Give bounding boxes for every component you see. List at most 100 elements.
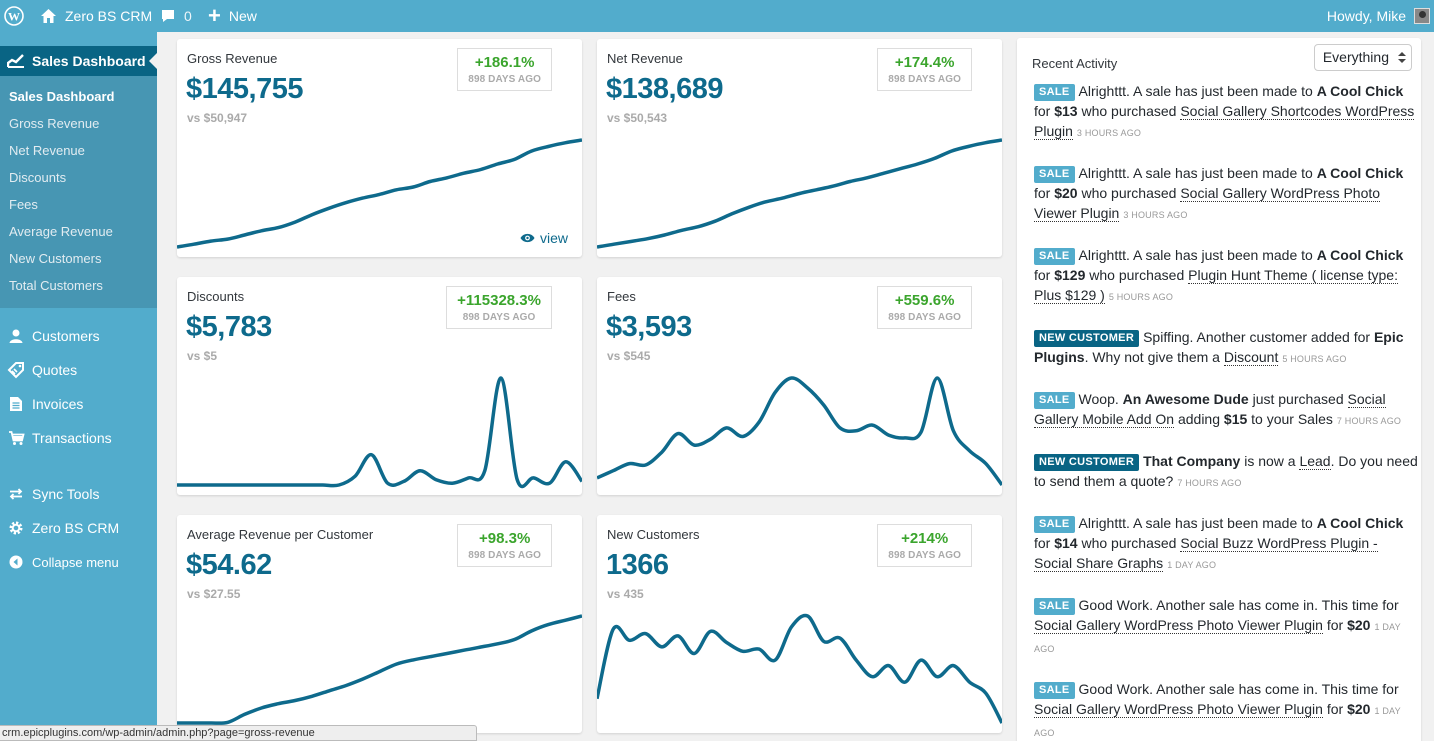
activity-text: is now a	[1240, 453, 1300, 469]
change-badge: +98.3% 898 DAYS AGO	[457, 524, 552, 567]
activity-text: . Do you need to send them a quote?	[1034, 453, 1418, 489]
activity-item: SALE Alrighttt. A sale has just been made…	[1034, 81, 1418, 143]
menu-invoices-label: Invoices	[32, 396, 84, 412]
howdy-text: Howdy, Mike	[1326, 8, 1406, 24]
activity-text: to your Sales	[1247, 411, 1333, 427]
activity-link[interactable]: Social Gallery WordPress Photo Viewer Pl…	[1034, 701, 1323, 718]
menu-quotes-label: Quotes	[32, 362, 78, 378]
activity-link[interactable]: Social Gallery Shortcodes WordPress Plug…	[1034, 103, 1415, 140]
change-badge: +214% 898 DAYS AGO	[877, 524, 972, 567]
menu-zero-bs-crm[interactable]: Zero BS CRM	[0, 511, 157, 545]
menu-invoices[interactable]: Invoices	[0, 387, 157, 421]
activity-link[interactable]: Lead	[1299, 453, 1331, 470]
submenu-gross-revenue[interactable]: Gross Revenue	[9, 116, 100, 131]
submenu-average-revenue[interactable]: Average Revenue	[9, 224, 113, 239]
activity-link[interactable]: Social Gallery WordPress Photo Viewer Pl…	[1034, 185, 1381, 222]
activity-text: who purchased	[1077, 185, 1181, 201]
account-menu[interactable]: Howdy, Mike	[1327, 0, 1430, 32]
submenu-new-customers[interactable]: New Customers	[9, 251, 102, 266]
card-value: $138,689	[606, 73, 723, 105]
sale-badge: SALE	[1034, 166, 1075, 183]
activity-link[interactable]: Social Gallery Mobile Add On	[1034, 391, 1386, 428]
view-link[interactable]: view	[520, 230, 568, 246]
wordpress-logo-icon[interactable]: W	[4, 0, 28, 32]
activity-text: Good Work. Another sale has come in. Thi…	[1078, 681, 1399, 697]
activity-title: Recent Activity	[1032, 56, 1118, 71]
card-value: $54.62	[186, 549, 272, 581]
sparkline-series-line	[597, 376, 1002, 487]
activity-link[interactable]: Plugin Hunt Theme ( license type: Plus $…	[1034, 267, 1398, 304]
activity-text: for	[1034, 535, 1055, 551]
plus-icon: +	[208, 3, 221, 28]
new-content-link[interactable]: + New	[208, 0, 257, 32]
submenu: Sales Dashboard Gross Revenue Net Revenu…	[0, 76, 157, 308]
activity-link[interactable]: Social Buzz WordPress Plugin - Social Sh…	[1034, 535, 1378, 572]
sparkline-series-line	[177, 138, 582, 249]
activity-item: SALE Alrighttt. A sale has just been made…	[1034, 513, 1418, 575]
sale-badge: SALE	[1034, 598, 1075, 615]
activity-link[interactable]: Social Gallery WordPress Photo Viewer Pl…	[1034, 617, 1323, 634]
new-customer-badge: NEW CUSTOMER	[1034, 454, 1140, 471]
activity-item: SALE Woop. An Awesome Dude just purchased…	[1034, 389, 1418, 431]
gear-icon	[0, 520, 32, 536]
activity-highlight: $129	[1054, 267, 1086, 283]
submenu-total-customers[interactable]: Total Customers	[9, 278, 103, 293]
activity-text: just purchased	[1248, 391, 1348, 407]
submenu-net-revenue[interactable]: Net Revenue	[9, 143, 85, 158]
sparkline-chart	[597, 376, 1002, 487]
activity-text: who purchased	[1077, 535, 1181, 551]
menu-sync-tools-label: Sync Tools	[32, 486, 100, 502]
site-name-link[interactable]: Zero BS CRM	[40, 0, 152, 32]
admin-sidebar: Sales Dashboard Sales Dashboard Gross Re…	[0, 32, 157, 741]
collapse-menu-label: Collapse menu	[32, 554, 119, 570]
card-title: Gross Revenue	[187, 51, 278, 66]
activity-text: who purchased	[1077, 103, 1181, 119]
card-net-revenue: Net Revenue $138,689 vs $50,543 +174.4% …	[597, 39, 1002, 257]
activity-text: . Why not give them a	[1084, 349, 1224, 365]
collapse-menu-button[interactable]: Collapse menu	[0, 545, 157, 579]
menu-customers[interactable]: Customers	[0, 319, 157, 353]
card-value: 1366	[606, 549, 669, 581]
comments-link[interactable]: 0	[160, 0, 192, 32]
submenu-fees[interactable]: Fees	[9, 197, 38, 212]
menu-sync-tools[interactable]: Sync Tools	[0, 477, 157, 511]
card-fees: Fees $3,593 vs $545 +559.6% 898 DAYS AGO	[597, 277, 1002, 495]
activity-feed: SALE Alrighttt. A sale has just been made…	[1034, 81, 1418, 741]
card-title: Fees	[607, 289, 636, 304]
activity-highlight: $20	[1347, 701, 1371, 717]
change-percent: +98.3%	[478, 530, 531, 547]
submenu-discounts[interactable]: Discounts	[9, 170, 67, 185]
activity-time: 7 HOURS AGO	[1177, 478, 1242, 488]
activity-text: Woop.	[1078, 391, 1123, 407]
activity-highlight: An Awesome Dude	[1122, 391, 1249, 407]
menu-transactions[interactable]: Transactions	[0, 421, 157, 455]
sync-icon	[0, 487, 32, 501]
activity-highlight: $15	[1223, 411, 1248, 427]
activity-highlight: A Cool Chick	[1316, 515, 1404, 531]
sparkline-chart	[177, 138, 582, 249]
activity-filter-select[interactable]: Everything	[1313, 44, 1412, 71]
activity-highlight: A Cool Chick	[1316, 247, 1404, 263]
activity-item: SALE Good Work. Another sale has come in.…	[1034, 679, 1418, 741]
card-discounts: Discounts $5,783 vs $5 +115328.3% 898 DA…	[177, 277, 582, 495]
card-comparison: vs $50,543	[607, 111, 668, 125]
submenu-sales-dashboard[interactable]: Sales Dashboard	[9, 89, 115, 104]
activity-item: SALE Alrighttt. A sale has just been made…	[1034, 163, 1418, 225]
activity-text: adding	[1174, 411, 1224, 427]
activity-item: NEW CUSTOMER Spiffing. Another customer a…	[1034, 327, 1418, 369]
sparkline-series-line	[177, 614, 582, 725]
card-new-customers: New Customers 1366 vs 435 +214% 898 DAYS…	[597, 515, 1002, 733]
activity-link[interactable]: Discount	[1223, 349, 1279, 366]
activity-text: for	[1322, 617, 1348, 633]
change-period: 898 DAYS AGO	[468, 550, 541, 561]
change-badge: +559.6% 898 DAYS AGO	[877, 286, 972, 329]
menu-quotes[interactable]: Quotes	[0, 353, 157, 387]
site-name: Zero BS CRM	[65, 8, 153, 24]
new-label: New	[228, 8, 257, 24]
change-percent: +174.4%	[894, 54, 955, 71]
menu-customers-label: Customers	[32, 328, 100, 344]
menu-sales-dashboard[interactable]: Sales Dashboard	[0, 46, 157, 76]
activity-highlight: A Cool Chick	[1316, 83, 1404, 99]
activity-highlight: $13	[1054, 103, 1078, 119]
activity-highlight: That Company	[1143, 453, 1241, 469]
